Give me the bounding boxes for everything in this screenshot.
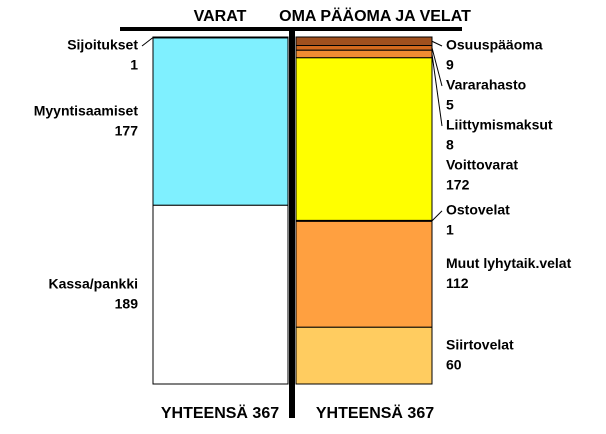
segment bbox=[295, 36, 433, 47]
segment-name: Voittovarat bbox=[446, 157, 518, 173]
segment-name: Liittymismaksut bbox=[446, 117, 553, 133]
segment-name: Osuuspääoma bbox=[446, 37, 543, 53]
segment-value: 8 bbox=[446, 137, 454, 153]
total-label: YHTEENSÄ 367 bbox=[161, 404, 279, 422]
segment bbox=[295, 220, 433, 328]
segment-name: Myyntisaamiset bbox=[34, 102, 139, 118]
leader-line bbox=[431, 210, 443, 222]
segment-value: 60 bbox=[446, 356, 462, 372]
leader-line bbox=[431, 40, 443, 47]
segment-name: Ostovelat bbox=[446, 202, 510, 218]
segment bbox=[152, 204, 289, 385]
column-title: VARAT bbox=[194, 8, 247, 25]
segment-value: 189 bbox=[115, 295, 139, 311]
segment bbox=[152, 37, 289, 206]
total-label: YHTEENSÄ 367 bbox=[316, 404, 434, 422]
segment-name: Vararahasto bbox=[446, 77, 526, 93]
segment bbox=[295, 45, 433, 51]
segment bbox=[295, 49, 433, 59]
segment-value: 172 bbox=[446, 177, 470, 193]
column-title: OMA PÄÄOMA JA VELAT bbox=[279, 7, 471, 25]
segment-value: 5 bbox=[446, 97, 454, 113]
leader-line bbox=[141, 37, 154, 47]
leader-line bbox=[431, 53, 443, 127]
segment-name: Kassa/pankki bbox=[49, 275, 139, 291]
segment-name: Muut lyhytaik.velat bbox=[446, 255, 572, 271]
segment bbox=[295, 57, 433, 221]
segment-value: 9 bbox=[446, 57, 454, 73]
leader-line bbox=[431, 47, 443, 87]
segment-value: 177 bbox=[115, 122, 139, 138]
segment bbox=[295, 326, 433, 385]
segment-value: 1 bbox=[446, 222, 454, 238]
segment-value: 1 bbox=[130, 57, 138, 73]
segment-name: Siirtovelat bbox=[446, 336, 514, 352]
segment-name: Sijoitukset bbox=[67, 37, 138, 53]
segment-value: 112 bbox=[446, 275, 469, 291]
